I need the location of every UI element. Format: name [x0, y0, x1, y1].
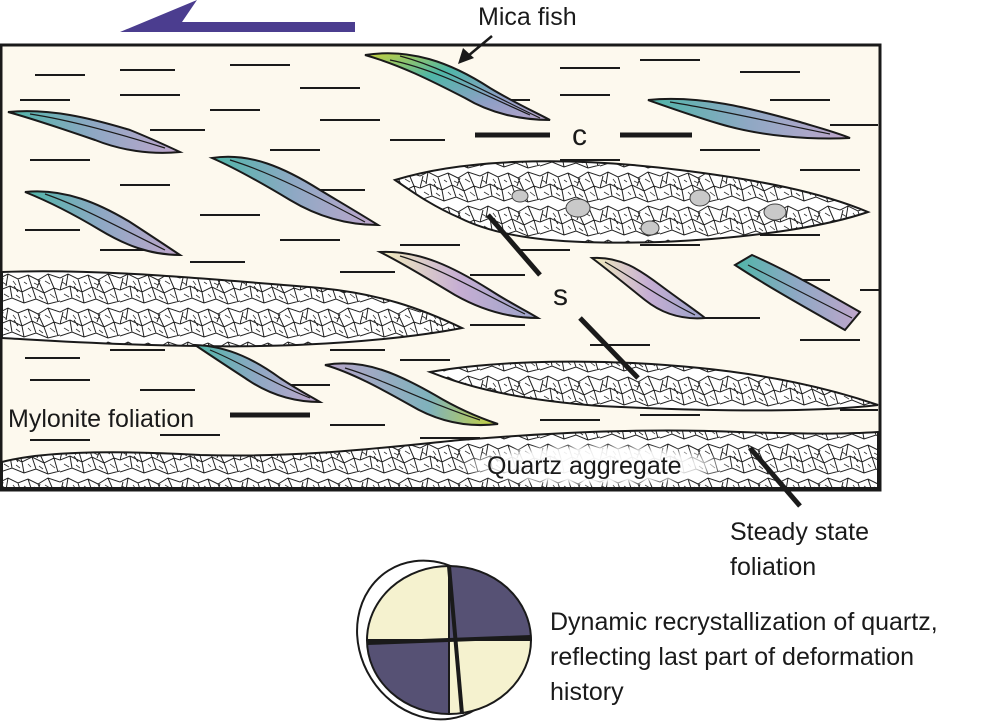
- quadrant-top-right: [448, 564, 533, 641]
- quadrant-bottom-left: [365, 639, 450, 716]
- arrowhead-icon: [458, 48, 474, 64]
- caption-line-1: Dynamic recrystallization of quartz,: [550, 608, 938, 636]
- label-s-plane: s: [553, 279, 568, 312]
- label-mica-fish: Mica fish: [478, 3, 577, 31]
- quartz-lens-upper: [392, 160, 871, 244]
- s-plane-lines: [486, 213, 802, 508]
- label-steady-state-2: foliation: [730, 553, 816, 581]
- mica-fish-6: [376, 250, 542, 320]
- quadrant-top-left: [365, 564, 450, 641]
- mica-fish-3: [7, 110, 184, 154]
- mica-fish-2: [647, 97, 851, 140]
- label-c-plane: c: [572, 119, 587, 152]
- mica-fish-5: [24, 190, 184, 257]
- foliation-dashes: [20, 59, 880, 441]
- mica-fish-pointer: [458, 35, 493, 64]
- label-steady-state-1: Steady state: [730, 518, 869, 546]
- quartz-grain-shading: [511, 189, 787, 236]
- label-mylonite-foliation: Mylonite foliation: [8, 405, 194, 433]
- quartz-lens-middle: [426, 360, 879, 412]
- quartz-lens-left: [1, 270, 466, 348]
- recrystallization-symbol: [356, 559, 533, 721]
- caption-line-2: reflecting last part of deformation: [550, 643, 914, 671]
- shear-sense-arrow-icon: [120, 0, 355, 32]
- caption-line-3: history: [550, 678, 624, 706]
- mica-cleavage-lines: [29, 55, 853, 421]
- mica-fish-4: [208, 155, 382, 227]
- quartz-label-glow: [455, 443, 735, 487]
- label-quartz-aggregate: Quartz aggregate: [487, 452, 682, 480]
